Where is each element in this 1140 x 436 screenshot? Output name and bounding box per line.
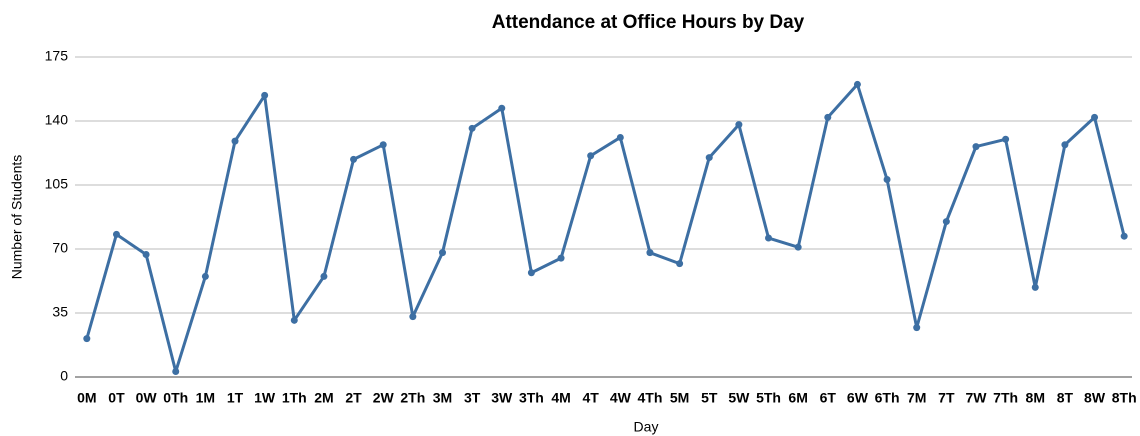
- data-point: [972, 143, 980, 151]
- data-point: [379, 141, 387, 149]
- data-point: [201, 272, 209, 280]
- x-tick-label: 1W: [254, 390, 276, 406]
- data-point: [587, 152, 595, 160]
- data-point: [735, 121, 743, 129]
- data-point: [1002, 135, 1010, 143]
- x-tick-label: 3M: [433, 390, 452, 406]
- data-point: [290, 316, 298, 324]
- x-tick-label: 6W: [847, 390, 869, 406]
- x-tick-label: 2M: [314, 390, 333, 406]
- x-tick-label: 7W: [965, 390, 987, 406]
- x-tick-label: 5M: [670, 390, 689, 406]
- x-tick-label: 6T: [820, 390, 837, 406]
- x-tick-label: 7Th: [993, 390, 1018, 406]
- data-point: [794, 243, 802, 251]
- x-tick-label: 8Th: [1112, 390, 1137, 406]
- data-point: [172, 368, 180, 376]
- data-point: [83, 335, 91, 343]
- x-tick-label: 3Th: [519, 390, 544, 406]
- data-point: [231, 137, 239, 145]
- y-tick-label: 35: [52, 304, 68, 320]
- x-tick-label: 5W: [728, 390, 750, 406]
- series-line: [85, 82, 1126, 374]
- x-tick-label: 2T: [345, 390, 362, 406]
- data-point: [765, 234, 773, 242]
- x-tick-label: 4Th: [638, 390, 663, 406]
- data-point: [942, 218, 950, 226]
- x-tick-label: 0T: [108, 390, 125, 406]
- x-tick-label: 6Th: [875, 390, 900, 406]
- data-point: [1120, 232, 1128, 240]
- x-tick-label: 4W: [610, 390, 632, 406]
- x-tick-label: 7T: [938, 390, 955, 406]
- data-point: [320, 272, 328, 280]
- y-tick-label: 140: [45, 112, 69, 128]
- x-tick-label: 3W: [491, 390, 513, 406]
- y-tick-label: 175: [45, 48, 69, 64]
- x-tick-label: 8W: [1084, 390, 1106, 406]
- data-point: [1091, 113, 1099, 121]
- data-point: [112, 230, 120, 238]
- data-point: [913, 324, 921, 332]
- x-tick-label: 4T: [583, 390, 600, 406]
- y-tick-label: 70: [52, 240, 68, 256]
- x-tick-label: 0W: [136, 390, 158, 406]
- data-point: [705, 154, 713, 162]
- y-tick-label: 105: [45, 176, 69, 192]
- x-tick-label: 1M: [196, 390, 215, 406]
- data-point: [350, 155, 358, 163]
- y-axis-label: Number of Students: [9, 155, 25, 280]
- x-tick-label: 4M: [551, 390, 570, 406]
- data-point: [527, 269, 535, 277]
- x-tick-label: 2Th: [400, 390, 425, 406]
- chart-title: Attendance at Office Hours by Day: [492, 12, 805, 33]
- x-tick-label: 0Th: [163, 390, 188, 406]
- x-tick-label: 1T: [227, 390, 244, 406]
- data-point: [883, 176, 891, 184]
- data-point: [557, 254, 565, 262]
- x-tick-label: 2W: [373, 390, 395, 406]
- data-point: [142, 250, 150, 258]
- data-point: [646, 249, 654, 257]
- x-tick-label: 7M: [907, 390, 926, 406]
- data-point: [676, 260, 684, 268]
- data-point: [438, 249, 446, 257]
- x-tick-label: 3T: [464, 390, 481, 406]
- x-tick-label: 5Th: [756, 390, 781, 406]
- data-point: [1061, 141, 1069, 149]
- data-point: [853, 80, 861, 88]
- data-point: [409, 313, 417, 321]
- data-point: [261, 91, 269, 99]
- x-tick-label: 5T: [701, 390, 718, 406]
- data-point: [616, 133, 624, 141]
- x-tick-label: 8T: [1057, 390, 1074, 406]
- x-tick-label: 6M: [788, 390, 807, 406]
- y-tick-label: 0: [60, 368, 68, 384]
- x-tick-label: 1Th: [282, 390, 307, 406]
- x-tick-label: 0M: [77, 390, 96, 406]
- x-axis-label: Day: [634, 419, 659, 435]
- data-point: [1031, 283, 1039, 291]
- x-tick-label: 8M: [1026, 390, 1045, 406]
- data-point: [824, 113, 832, 121]
- data-point: [498, 104, 506, 112]
- data-point: [468, 124, 476, 132]
